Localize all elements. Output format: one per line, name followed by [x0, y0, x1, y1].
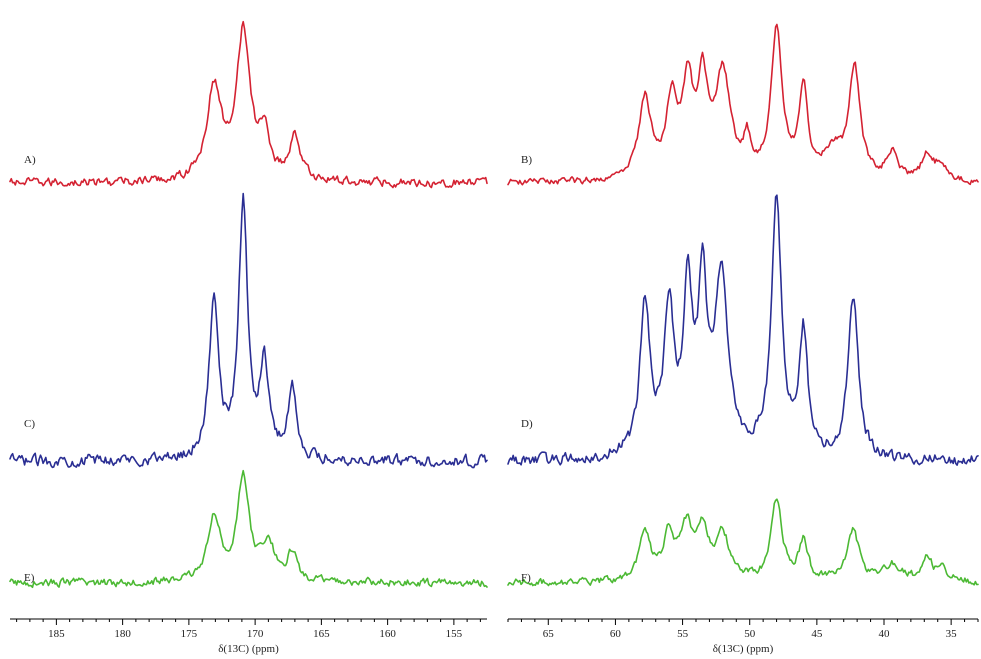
- panel-label-b: B): [521, 154, 532, 166]
- right-axis-title: δ(13C) (ppm): [713, 643, 774, 655]
- panel-label-f: F): [521, 572, 531, 584]
- right-panel-aliphatic-region: 65 60 55 50 45 40 35 δ(13C) (ppm) B) D) F): [507, 23, 979, 655]
- left-spectrum-e: [9, 469, 488, 589]
- right-spectrum-b: [507, 23, 979, 186]
- right-tick-label-35: 35: [946, 628, 958, 640]
- right-spectrum-f: [507, 498, 979, 587]
- left-tick-label-185: 185: [48, 628, 65, 640]
- left-tick-label-155: 155: [446, 628, 463, 640]
- right-tick-label-50: 50: [744, 628, 756, 640]
- right-tick-label-65: 65: [543, 628, 555, 640]
- right-tick-label-45: 45: [811, 628, 823, 640]
- panel-label-a: A): [24, 154, 36, 166]
- left-tick-label-180: 180: [114, 628, 131, 640]
- left-spectrum-c: [9, 192, 488, 469]
- right-spectrum-d: [507, 194, 979, 466]
- panel-label-d: D): [521, 418, 533, 430]
- left-spectrum-a: [9, 20, 488, 189]
- left-tick-label-170: 170: [247, 628, 264, 640]
- panel-label-e: E): [24, 572, 35, 584]
- left-tick-label-165: 165: [313, 628, 330, 640]
- right-tick-label-60: 60: [610, 628, 622, 640]
- left-tick-label-175: 175: [181, 628, 198, 640]
- left-panel-carbonyl-region: 185 180 175 170 165 160 155 δ(13C) (ppm) A) C) E): [9, 20, 488, 655]
- left-tick-label-160: 160: [379, 628, 396, 640]
- left-axis-title: δ(13C) (ppm): [218, 643, 279, 655]
- panel-label-c: C): [24, 418, 35, 430]
- right-tick-label-55: 55: [677, 628, 689, 640]
- right-tick-label-40: 40: [879, 628, 891, 640]
